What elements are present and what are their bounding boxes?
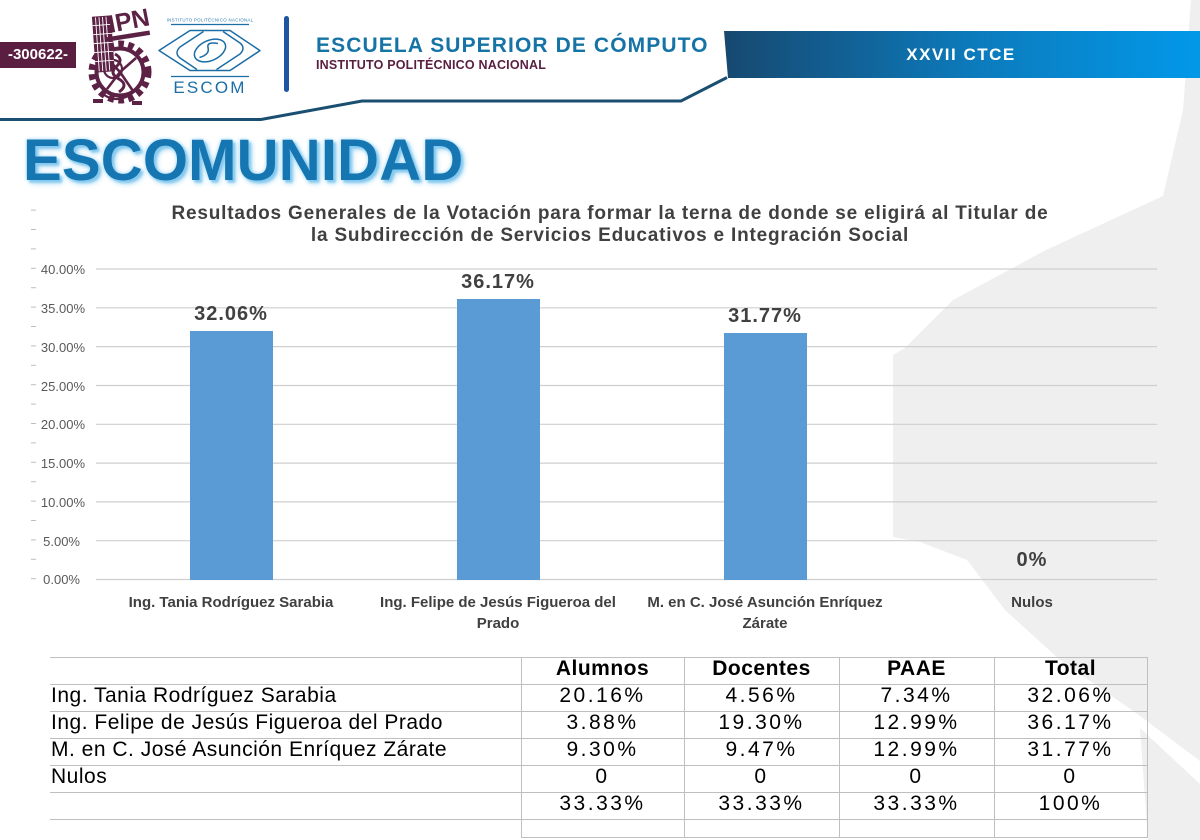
svg-text:ESCOM: ESCOM [173, 78, 246, 97]
svg-text:INSTITUTO POLITÉCNICO NACIONAL: INSTITUTO POLITÉCNICO NACIONAL [167, 18, 254, 23]
